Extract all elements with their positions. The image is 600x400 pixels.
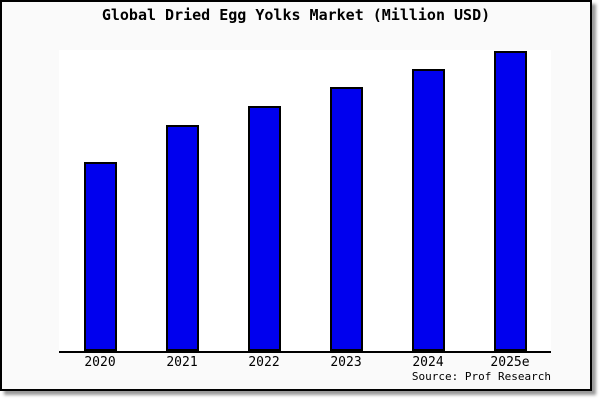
bar-2024 [411, 69, 445, 351]
x-tick-label-2023: 2023 [330, 355, 362, 370]
bar-slot [141, 125, 223, 351]
x-tick-label-2021: 2021 [166, 355, 198, 370]
bar-slot [59, 162, 141, 351]
x-tick-label-2022: 2022 [248, 355, 280, 370]
bar-slot [387, 69, 469, 351]
bar-2023 [329, 87, 363, 351]
bar-slot [223, 106, 305, 351]
x-tick-label-2025e: 2025e [490, 355, 530, 370]
bar-2022 [247, 106, 281, 351]
x-tick-label-2024: 2024 [412, 355, 444, 370]
bar-2020 [83, 162, 117, 351]
chart-figure: Global Dried Egg Yolks Market (Million U… [0, 0, 592, 391]
x-axis-labels: 2020 2021 2022 2023 2024 2025e [59, 356, 551, 370]
source-note: Source: Prof Research [411, 370, 551, 383]
bar-2025e [493, 51, 527, 351]
bar-2021 [165, 125, 199, 351]
plot-area [59, 50, 551, 353]
chart-title: Global Dried Egg Yolks Market (Million U… [101, 6, 491, 24]
x-tick-label-2020: 2020 [84, 355, 116, 370]
bar-slot [305, 87, 387, 351]
bar-slot [469, 51, 551, 351]
